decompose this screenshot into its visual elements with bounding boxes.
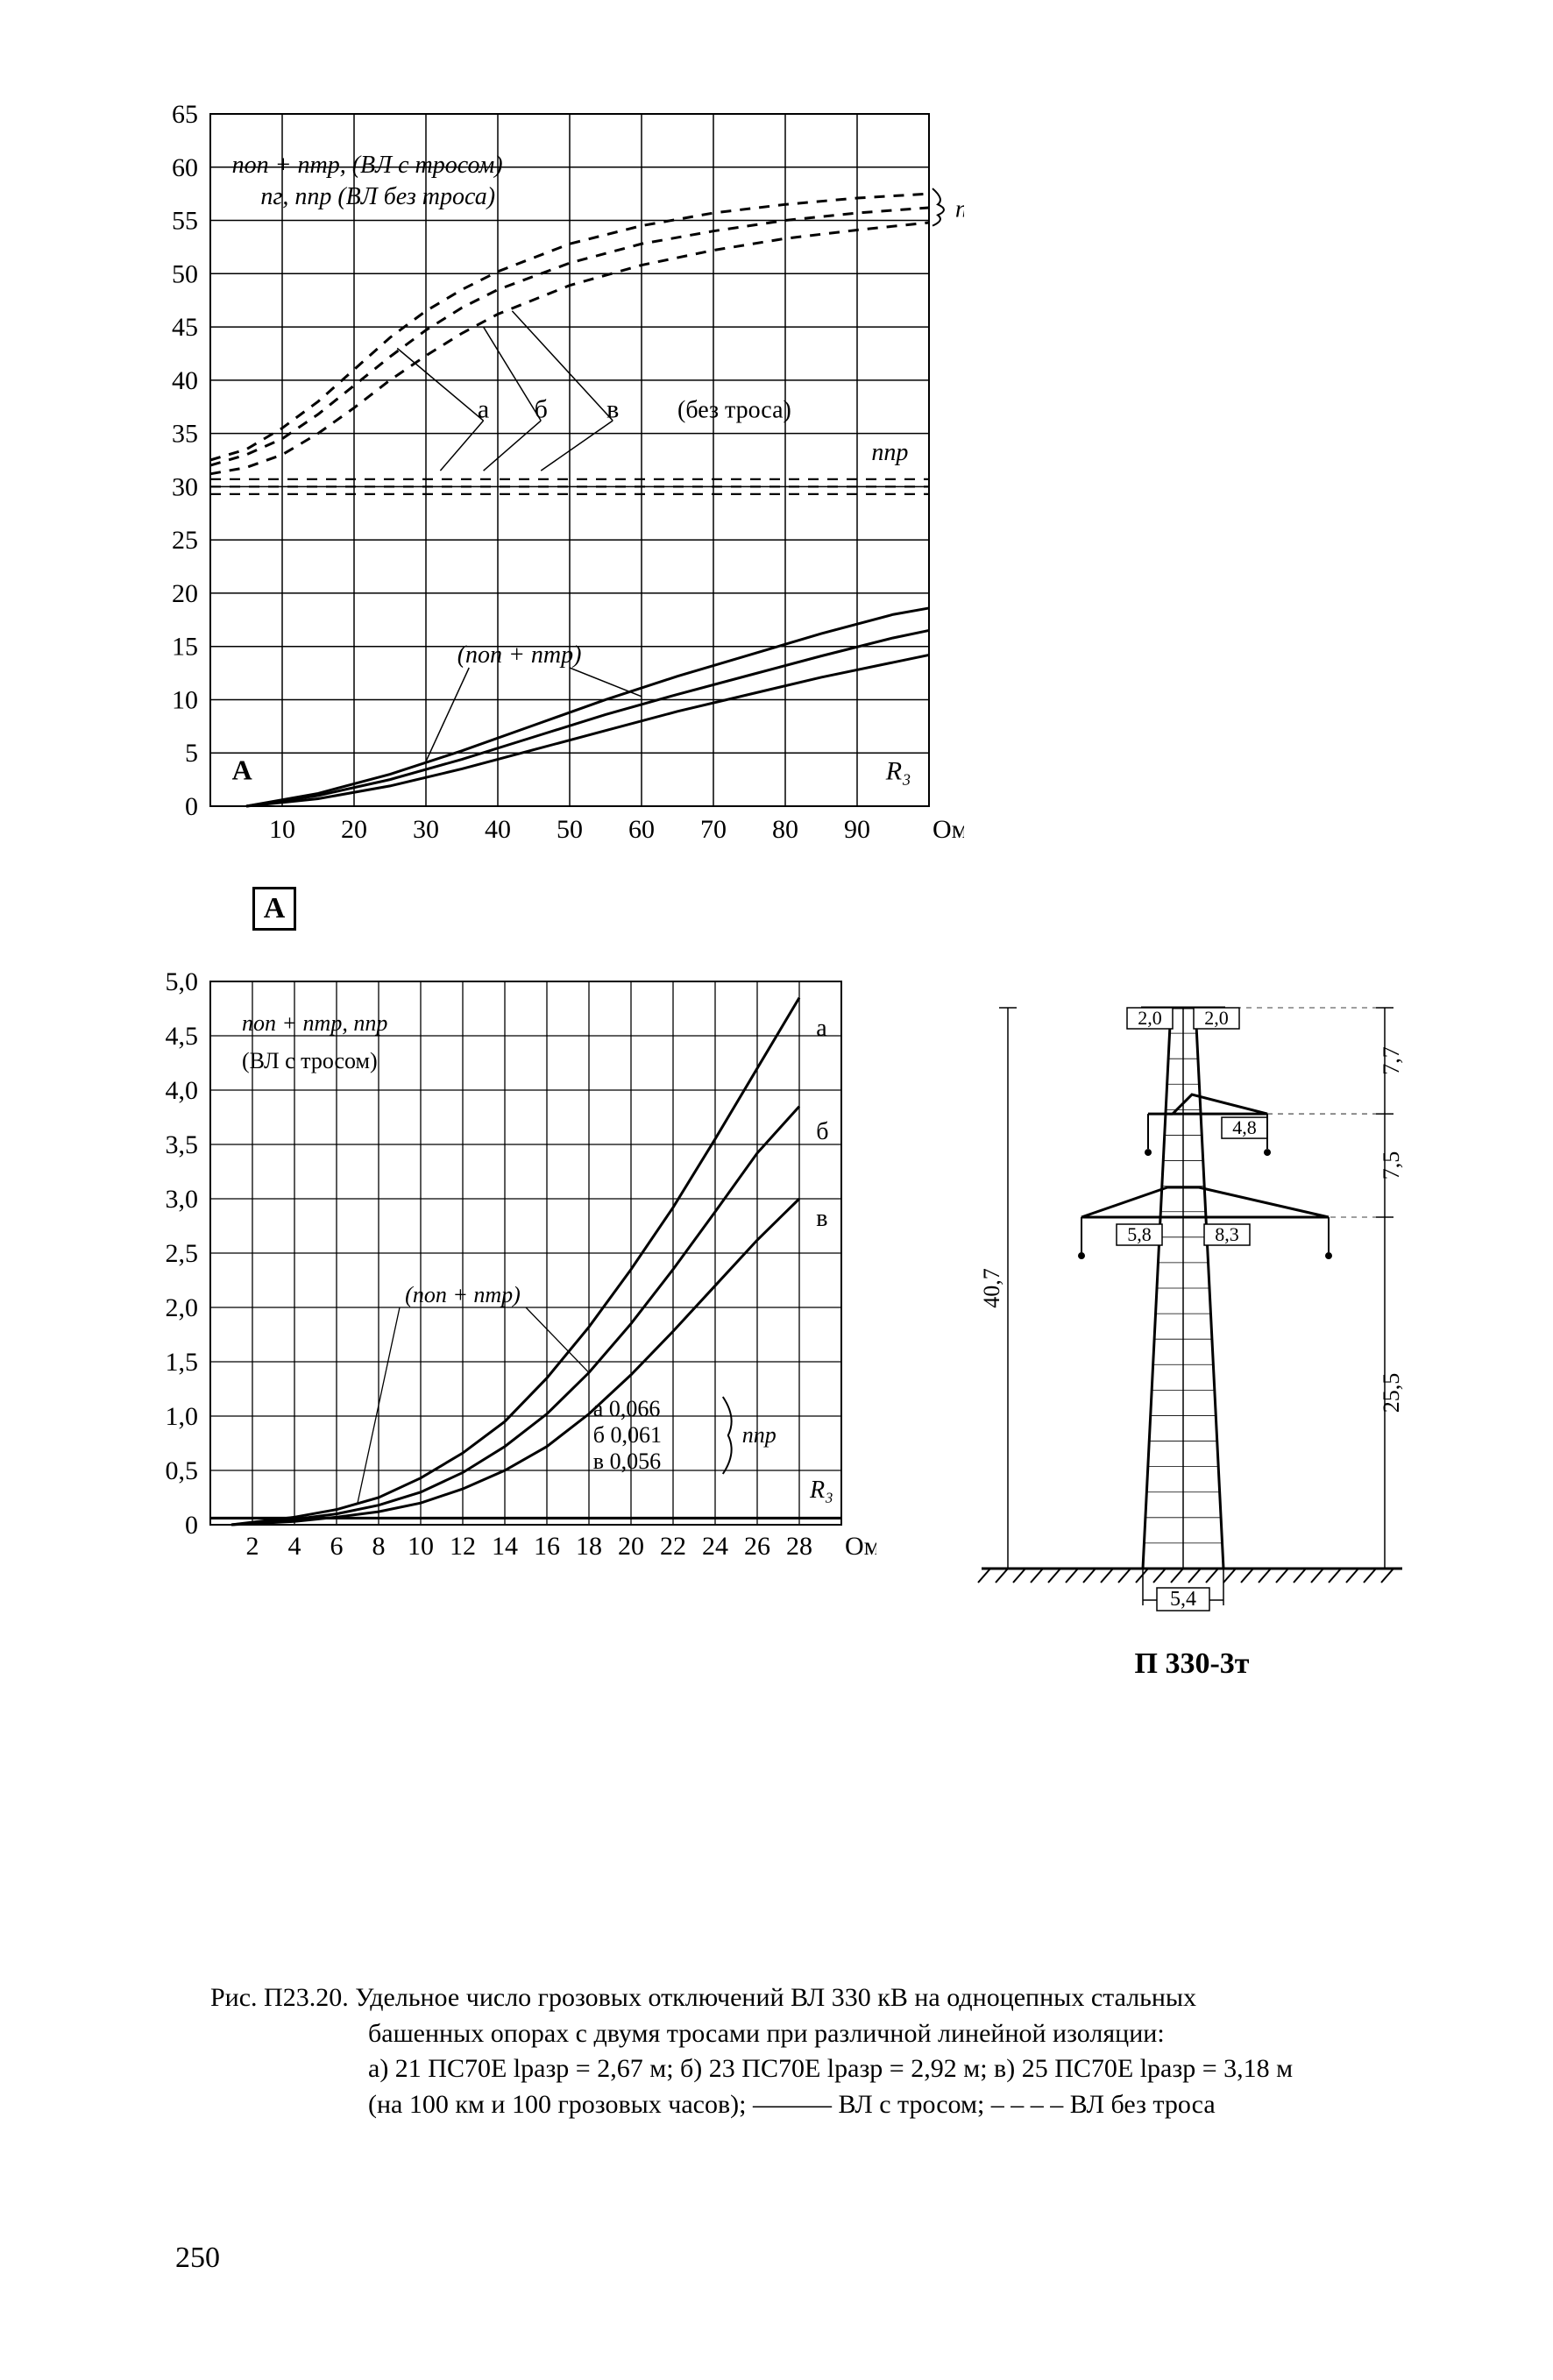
svg-text:0,5: 0,5 <box>166 1456 199 1485</box>
svg-text:nоп + nтр, nпр: nоп + nтр, nпр <box>242 1010 387 1036</box>
svg-text:0: 0 <box>185 1511 198 1540</box>
svg-text:б: б <box>816 1118 828 1145</box>
svg-text:10: 10 <box>172 685 198 714</box>
svg-text:б 0,061: б 0,061 <box>593 1422 662 1448</box>
svg-text:25,5: 25,5 <box>1379 1373 1404 1413</box>
svg-text:5: 5 <box>185 739 198 768</box>
svg-text:5,0: 5,0 <box>166 967 199 996</box>
svg-text:16: 16 <box>534 1532 560 1561</box>
svg-text:в: в <box>816 1205 827 1232</box>
boxed-a-label: A <box>252 887 296 931</box>
fig-label: Рис. П23.20. <box>210 1983 349 2012</box>
svg-text:80: 80 <box>772 815 798 844</box>
svg-text:26: 26 <box>744 1532 770 1561</box>
caption-line4: (на 100 км и 100 грозовых часов); ——— ВЛ… <box>210 2087 1413 2123</box>
tower-diagram: 2,0 2,0 4,8 5,8 8,3 40,7 7,7 7,5 25,5 5,4 <box>947 955 1437 1639</box>
svg-text:45: 45 <box>172 313 198 342</box>
caption-line2: башенных опорах с двумя тросами при разл… <box>210 2016 1413 2052</box>
svg-text:10: 10 <box>408 1532 434 1561</box>
svg-text:4: 4 <box>288 1532 301 1561</box>
svg-text:2,5: 2,5 <box>166 1239 199 1268</box>
svg-text:70: 70 <box>700 815 727 844</box>
svg-text:20: 20 <box>172 579 198 608</box>
svg-text:2,0: 2,0 <box>1138 1007 1162 1029</box>
svg-text:20: 20 <box>341 815 367 844</box>
svg-text:60: 60 <box>628 815 655 844</box>
svg-text:3,5: 3,5 <box>166 1130 199 1159</box>
svg-text:б: б <box>535 394 548 423</box>
caption-line3: а) 21 ПС70Е lразр = 2,67 м; б) 23 ПС70Е … <box>210 2051 1413 2087</box>
svg-text:40: 40 <box>172 366 198 395</box>
svg-text:4,0: 4,0 <box>166 1076 199 1105</box>
svg-text:24: 24 <box>702 1532 728 1561</box>
svg-text:55: 55 <box>172 207 198 236</box>
svg-text:3,0: 3,0 <box>166 1185 199 1214</box>
figure-caption: Рис. П23.20. Удельное число грозовых отк… <box>210 1980 1413 2122</box>
svg-text:60: 60 <box>172 153 198 182</box>
svg-text:35: 35 <box>172 420 198 449</box>
svg-text:A: A <box>232 754 252 786</box>
svg-text:7,5: 7,5 <box>1379 1151 1404 1180</box>
svg-text:50: 50 <box>172 259 198 288</box>
svg-text:4,5: 4,5 <box>166 1022 199 1051</box>
svg-text:а: а <box>816 1015 827 1042</box>
svg-text:6: 6 <box>330 1532 344 1561</box>
svg-text:R₃: R₃ <box>809 1477 833 1504</box>
svg-text:28: 28 <box>786 1532 812 1561</box>
svg-text:(nоп + nтр): (nоп + nтр) <box>457 641 582 669</box>
svg-text:0: 0 <box>185 792 198 821</box>
svg-text:30: 30 <box>413 815 439 844</box>
svg-text:в 0,056: в 0,056 <box>593 1449 661 1474</box>
caption-line1: Удельное число грозовых отключений ВЛ 33… <box>355 1983 1196 2012</box>
svg-text:nг, nпр (ВЛ без троса): nг, nпр (ВЛ без троса) <box>260 183 495 210</box>
svg-text:а: а <box>478 394 489 423</box>
svg-text:2,0: 2,0 <box>166 1293 199 1322</box>
svg-text:20: 20 <box>618 1532 644 1561</box>
svg-text:1,0: 1,0 <box>166 1402 199 1431</box>
svg-text:(без троса): (без троса) <box>677 396 791 423</box>
svg-text:5,4: 5,4 <box>1170 1588 1196 1611</box>
svg-text:8,3: 8,3 <box>1215 1223 1239 1245</box>
svg-text:в: в <box>606 394 619 423</box>
svg-text:nг: nг <box>955 195 964 223</box>
svg-text:Ом: Ом <box>845 1532 876 1561</box>
svg-text:12: 12 <box>450 1532 476 1561</box>
svg-text:nпр: nпр <box>871 439 908 466</box>
svg-text:40,7: 40,7 <box>979 1268 1004 1308</box>
svg-text:8: 8 <box>372 1532 386 1561</box>
svg-text:14: 14 <box>492 1532 518 1561</box>
svg-text:R₃: R₃ <box>885 757 911 786</box>
svg-text:50: 50 <box>557 815 583 844</box>
svg-text:90: 90 <box>844 815 870 844</box>
svg-text:5,8: 5,8 <box>1127 1223 1152 1245</box>
svg-text:nоп + nтр, (ВЛ с тросом): nоп + nтр, (ВЛ с тросом) <box>232 152 503 179</box>
svg-text:40: 40 <box>485 815 511 844</box>
page-number: 250 <box>175 2242 220 2275</box>
svg-text:4,8: 4,8 <box>1232 1116 1257 1138</box>
svg-text:25: 25 <box>172 526 198 555</box>
svg-text:65: 65 <box>172 100 198 129</box>
chart-top: 0 5 10 15 20 25 30 35 40 45 50 55 60 65 10 20 30 40 50 60 70… <box>105 61 964 850</box>
svg-text:7,7: 7,7 <box>1379 1046 1404 1075</box>
svg-text:22: 22 <box>660 1532 686 1561</box>
chart-bottom: 00,51,01,52,02,53,03,54,04,55,0246810121… <box>105 938 876 1569</box>
svg-text:2: 2 <box>246 1532 259 1561</box>
svg-text:10: 10 <box>269 815 295 844</box>
svg-text:nпр: nпр <box>742 1422 776 1448</box>
svg-text:Ом: Ом <box>933 815 964 844</box>
svg-text:а 0,066: а 0,066 <box>593 1396 661 1421</box>
svg-text:30: 30 <box>172 472 198 501</box>
svg-text:1,5: 1,5 <box>166 1348 199 1377</box>
tower-title: П 330-3т <box>947 1647 1437 1681</box>
svg-text:(nоп + nтр): (nоп + nтр) <box>405 1282 521 1307</box>
svg-text:18: 18 <box>576 1532 602 1561</box>
svg-text:(ВЛ с тросом): (ВЛ с тросом) <box>242 1048 378 1073</box>
svg-text:15: 15 <box>172 633 198 662</box>
svg-text:2,0: 2,0 <box>1204 1007 1229 1029</box>
